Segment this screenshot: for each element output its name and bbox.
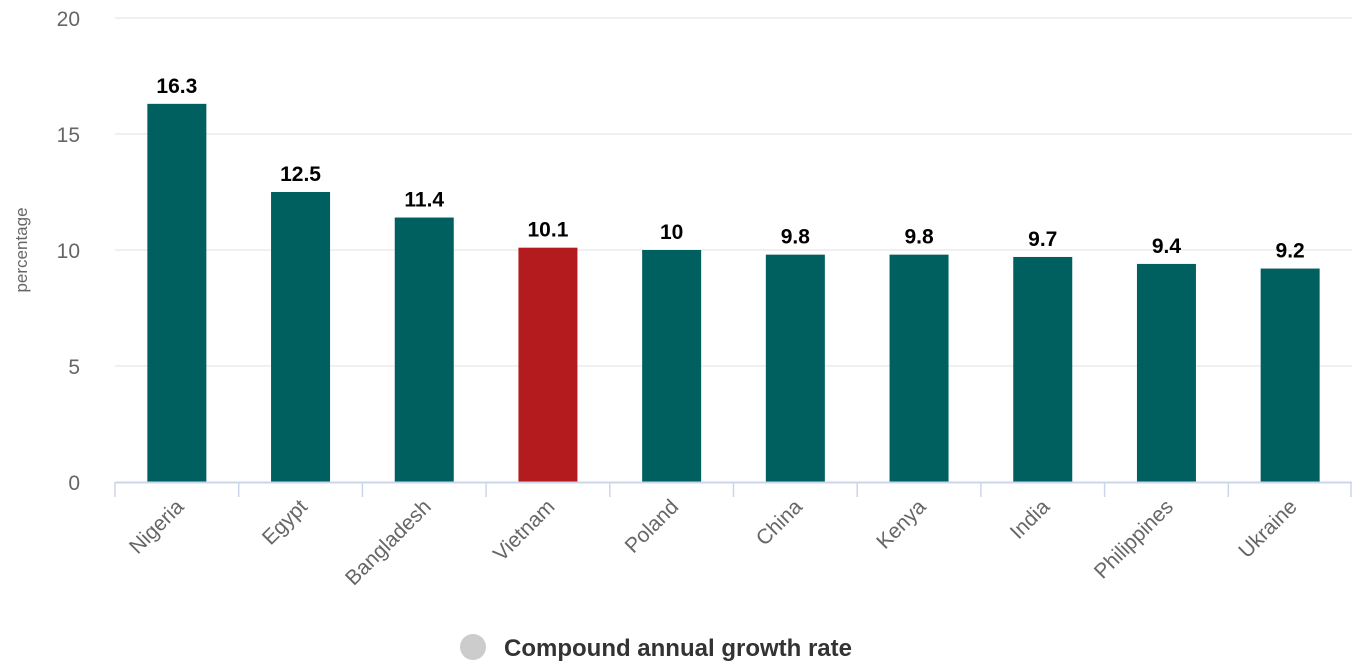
data-label: 12.5 xyxy=(280,163,321,186)
x-tick-label: India xyxy=(1006,495,1055,544)
y-axis-ticks: 0 5 10 15 20 xyxy=(57,8,80,495)
bar-vietnam[interactable] xyxy=(518,247,578,482)
bar-philippines[interactable] xyxy=(1136,263,1196,482)
x-tick-label: China xyxy=(752,495,807,550)
data-labels: 16.3 12.5 11.4 10.1 10 9.8 9.8 9.7 9.4 9.2 xyxy=(156,75,1304,263)
data-label: 9.2 xyxy=(1276,240,1305,263)
data-label: 10.1 xyxy=(528,219,569,242)
bar-bangladesh[interactable] xyxy=(394,217,454,482)
y-tick-label: 10 xyxy=(57,240,80,263)
bars xyxy=(147,103,1320,482)
legend-marker xyxy=(460,634,486,660)
x-axis: Nigeria Egypt Bangladesh Vietnam Poland China… xyxy=(114,481,1352,590)
x-tick-label: Philippines xyxy=(1090,495,1178,583)
y-tick-label: 0 xyxy=(68,472,80,495)
bar-poland[interactable] xyxy=(642,250,702,482)
bar-egypt[interactable] xyxy=(271,192,331,482)
x-tick-label: Kenya xyxy=(872,495,931,554)
data-label: 16.3 xyxy=(156,75,197,98)
y-tick-label: 15 xyxy=(57,124,80,147)
data-label: 9.8 xyxy=(781,226,811,249)
bar-nigeria[interactable] xyxy=(147,103,207,482)
data-label: 9.4 xyxy=(1152,235,1182,258)
bar-china[interactable] xyxy=(765,254,825,482)
bar-kenya[interactable] xyxy=(889,254,949,482)
bar-india[interactable] xyxy=(1013,256,1073,482)
data-label: 9.7 xyxy=(1028,228,1057,251)
bar-ukraine[interactable] xyxy=(1260,268,1320,482)
legend-label: Compound annual growth rate xyxy=(504,635,852,661)
legend[interactable]: Compound annual growth rate xyxy=(460,634,852,661)
x-tick-label: Vietnam xyxy=(489,495,559,565)
y-axis-title: percentage xyxy=(12,207,31,292)
data-label: 10 xyxy=(660,221,683,244)
y-tick-label: 5 xyxy=(68,356,80,379)
x-tick-label: Poland xyxy=(621,495,684,558)
y-tick-label: 20 xyxy=(57,8,80,31)
x-tick-label: Ukraine xyxy=(1234,495,1301,562)
x-tick-label: Bangladesh xyxy=(341,495,436,590)
data-label: 11.4 xyxy=(404,189,444,212)
x-tick-label: Egypt xyxy=(258,495,312,549)
data-label: 9.8 xyxy=(904,226,934,249)
x-tick-label: Nigeria xyxy=(125,495,189,559)
